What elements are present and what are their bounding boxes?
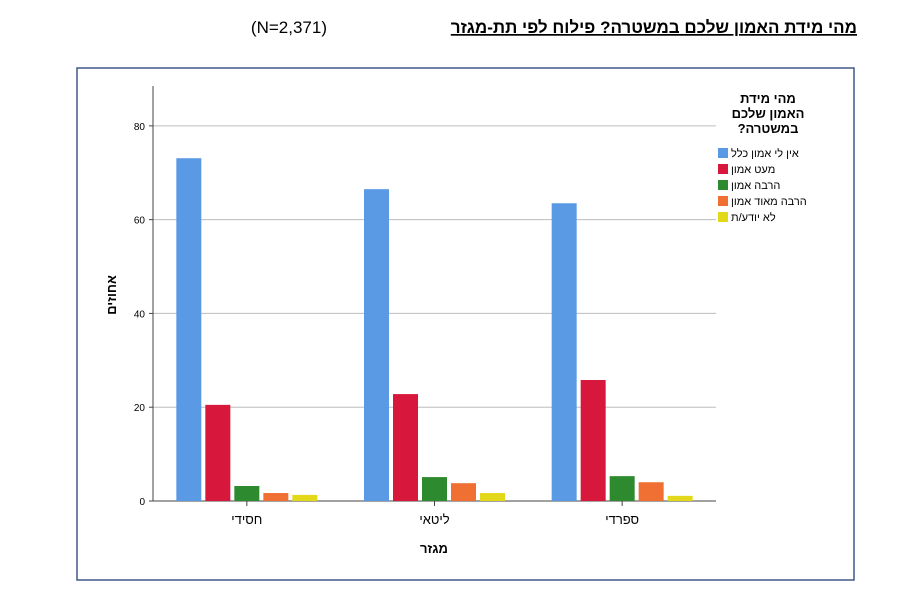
x-tick-label: חסידי [231, 512, 262, 527]
bar [393, 394, 418, 501]
bar [176, 158, 202, 501]
bar [551, 203, 577, 502]
legend-label: הרבה אמון [731, 180, 780, 192]
x-tick-label: ליטאי [419, 512, 449, 527]
legend-swatch [718, 212, 728, 222]
legend-label: מעט אמון [731, 164, 775, 176]
bar [292, 494, 318, 501]
legend-swatch [718, 164, 728, 174]
y-tick-label: 0 [139, 497, 145, 508]
chart-frame [76, 67, 855, 581]
bar [638, 482, 664, 501]
x-tick-label: ספרדי [605, 512, 639, 527]
legend-label: אין לי אמון כלל [731, 147, 799, 160]
y-tick-label: 60 [134, 216, 146, 227]
legend-label: לא יודע/ת [731, 211, 776, 224]
bar [263, 493, 289, 501]
bar [234, 485, 260, 501]
bar [451, 483, 476, 501]
y-tick-label: 20 [134, 403, 146, 414]
legend-title: מהי מידת האמון שלכם במשטרה? [731, 91, 805, 136]
x-axis-label: מגזר [420, 541, 448, 556]
chart-title: מהי מידת האמון שלכם במשטרה? פילוח לפי תת… [451, 18, 857, 37]
bar [667, 495, 693, 501]
legend-label: הרבה מאוד אמון [731, 196, 807, 208]
legend-swatch [718, 180, 728, 190]
legend-swatch [718, 148, 728, 158]
bar [580, 380, 606, 501]
chart-subtitle: (N=2,371) [251, 18, 327, 37]
bar [364, 189, 389, 501]
bar [480, 493, 505, 501]
y-tick-label: 40 [134, 309, 146, 320]
bar [609, 476, 635, 501]
bar [205, 404, 231, 501]
y-tick-label: 80 [134, 122, 146, 133]
bar [422, 477, 447, 501]
legend-swatch [718, 196, 728, 206]
y-axis-label: אחוזים [104, 275, 119, 315]
